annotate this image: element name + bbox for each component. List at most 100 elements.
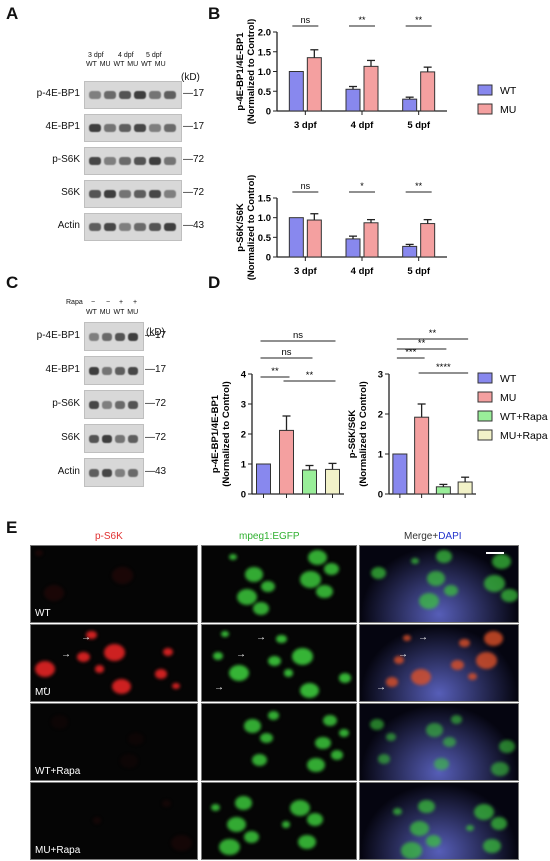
- blot-kd-marker: —43: [183, 220, 205, 231]
- micrograph-wt-col3: [359, 545, 519, 623]
- bar-mu: [363, 65, 379, 112]
- blot-band: [115, 400, 125, 409]
- cell-signal: [77, 651, 91, 663]
- blot-band: [102, 434, 112, 443]
- comparison-label: **: [271, 366, 279, 377]
- bar-mu-rapa: [325, 468, 340, 495]
- kd-unit: (kD): [146, 327, 165, 338]
- cell-signal: [322, 715, 337, 727]
- blot-band: [164, 190, 176, 198]
- cell-signal: [43, 584, 64, 601]
- blot-strip: [84, 147, 182, 175]
- cell-signal: [338, 728, 349, 737]
- cell-signal: [500, 588, 518, 603]
- blot-row-label: S6K: [61, 431, 80, 443]
- cell-signal: [128, 732, 145, 746]
- micrograph-mu-col2: → → →: [201, 624, 357, 702]
- blot-row-label: 4E-BP1: [45, 363, 80, 375]
- cell-signal: [86, 630, 98, 640]
- y-axis-label: (Normalized to Control): [246, 175, 257, 281]
- bar-wt-rapa: [435, 486, 451, 495]
- y-tick-label: 3: [241, 400, 246, 411]
- cell-signal: [426, 834, 442, 847]
- legend-label: WT+Rapa: [500, 411, 548, 423]
- blot-band: [119, 190, 131, 198]
- micrograph-mu-col3: → → →: [359, 624, 519, 702]
- cell-signal: [338, 673, 351, 683]
- micrograph-row-label: WT+Rapa: [35, 766, 81, 777]
- cell-signal: [459, 638, 471, 648]
- y-tick-label: 0.5: [258, 233, 272, 244]
- y-axis-label: p-4E-BP1/4E-BP1: [210, 394, 221, 473]
- arrow-icon: →: [61, 649, 71, 660]
- bar-mu: [414, 416, 430, 495]
- panel-letter-b: B: [208, 4, 221, 23]
- cell-signal: [386, 732, 397, 741]
- blot-band: [104, 190, 116, 198]
- cell-signal: [299, 571, 321, 589]
- blot-band: [102, 366, 112, 375]
- blot-kd-marker: —17: [183, 121, 205, 132]
- legend-label: MU: [500, 104, 516, 116]
- cell-signal: [35, 550, 43, 557]
- cell-signal: [466, 825, 475, 832]
- blot-band: [102, 400, 112, 409]
- blot-band: [149, 124, 161, 132]
- blot-band: [128, 400, 138, 409]
- blot-band: [149, 190, 161, 198]
- micrograph-mu-rapa-col3: [359, 782, 519, 860]
- legend-swatch: [477, 429, 493, 441]
- x-tick-label: 5 dpf: [407, 266, 431, 277]
- y-tick-label: 2: [378, 410, 383, 421]
- blot-band: [89, 332, 99, 341]
- blot-band: [149, 91, 161, 99]
- significance-label: **: [415, 15, 423, 25]
- bar-wt-rapa: [302, 469, 317, 495]
- micrograph-wt-rapa-col3: [359, 703, 519, 781]
- blot-band: [128, 434, 138, 443]
- bar-wt: [402, 245, 418, 258]
- cell-signal: [410, 669, 431, 686]
- bar-mu: [306, 219, 322, 258]
- x-tick-label: 3 dpf: [294, 266, 318, 277]
- x-tick-label: 4 dpf: [351, 120, 375, 131]
- x-tick-label: 4 dpf: [351, 266, 375, 277]
- cell-signal: [275, 634, 287, 644]
- cell-signal: [419, 592, 440, 609]
- blot-band: [119, 91, 131, 99]
- blot-strip: [84, 458, 144, 487]
- cell-signal: [94, 665, 104, 673]
- cell-signal: [154, 669, 167, 679]
- cell-signal: [401, 842, 423, 859]
- cell-signal: [484, 575, 506, 592]
- cell-signal: [211, 803, 221, 811]
- blot-band: [115, 468, 125, 477]
- y-axis-label: p-S6K/S6K: [347, 410, 358, 459]
- legend-label: WT: [500, 85, 517, 97]
- rapa-mark-3: +: [119, 299, 124, 306]
- cell-signal: [235, 795, 253, 810]
- micrograph-mu-col1: → → → MU: [30, 624, 198, 702]
- cell-signal: [306, 757, 325, 773]
- blot-kd-marker: —17: [183, 88, 205, 99]
- significance-label: ns: [301, 181, 311, 191]
- bar-mu-rapa: [457, 481, 473, 495]
- blot-row-label: 4E-BP1: [45, 121, 80, 132]
- blot-band: [149, 223, 161, 231]
- y-tick-label: 1.5: [258, 47, 272, 58]
- cell-signal: [243, 830, 259, 843]
- blot-band: [102, 468, 112, 477]
- cell-signal: [492, 553, 512, 570]
- blot-band: [128, 366, 138, 375]
- rapa-mark-4: +: [133, 299, 138, 306]
- bar-mu: [306, 57, 322, 112]
- comparison-label: ***: [405, 347, 416, 358]
- comparison-label: ns: [281, 347, 291, 358]
- cell-signal: [291, 648, 313, 665]
- y-axis-label: (Normalized to Control): [221, 381, 232, 487]
- cell-signal: [112, 567, 134, 585]
- cell-signal: [394, 655, 405, 664]
- cell-signal: [475, 651, 497, 669]
- bar-wt: [392, 453, 408, 495]
- blot-strip: [84, 114, 182, 142]
